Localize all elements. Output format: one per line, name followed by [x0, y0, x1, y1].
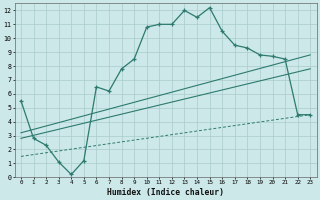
X-axis label: Humidex (Indice chaleur): Humidex (Indice chaleur) — [107, 188, 224, 197]
